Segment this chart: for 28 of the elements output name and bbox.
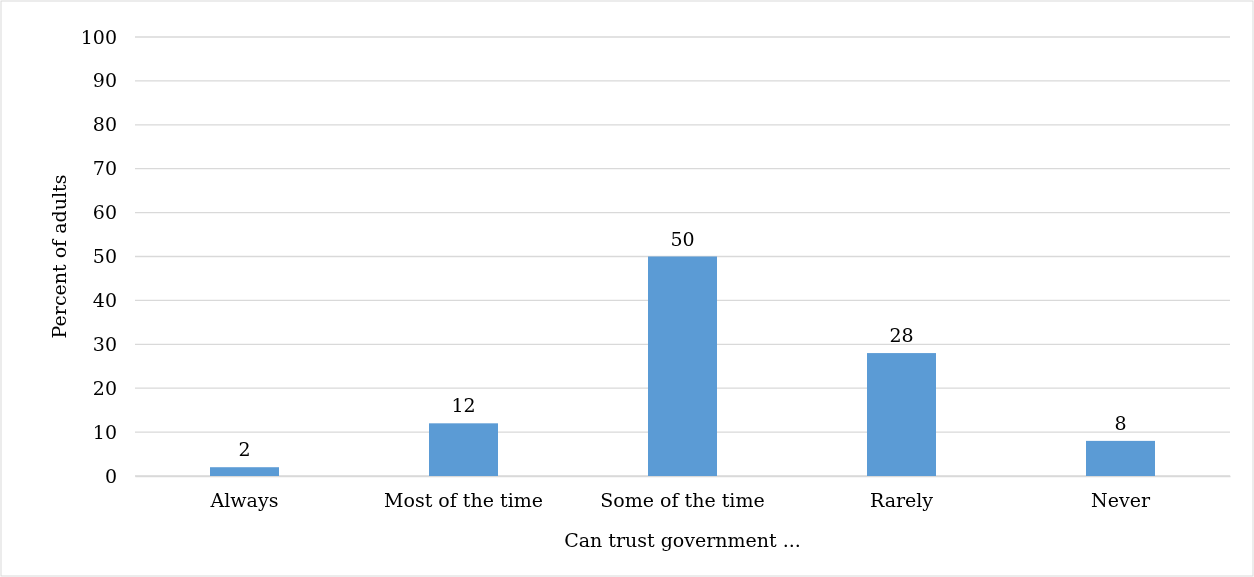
y-tick-label: 90 [92, 69, 117, 92]
bar [1086, 440, 1155, 476]
y-axis-title: Percent of adults [48, 174, 70, 339]
y-tick-label: 20 [92, 376, 117, 399]
y-tick-label: 0 [104, 464, 117, 487]
y-tick-label: 70 [92, 157, 117, 180]
data-label: 8 [1114, 411, 1127, 434]
y-tick-label: 100 [80, 25, 117, 48]
data-label: 2 [238, 438, 251, 461]
x-axis-title: Can trust government ... [564, 529, 801, 551]
data-label: 12 [451, 394, 476, 417]
bar [429, 423, 498, 476]
y-tick-label: 10 [92, 420, 117, 443]
x-tick-label: Never [1091, 489, 1151, 512]
y-tick-label: 60 [92, 201, 117, 224]
data-label: 50 [670, 227, 695, 250]
bar [867, 353, 936, 476]
data-label: 28 [889, 324, 914, 347]
y-tick-label: 50 [92, 245, 117, 268]
y-tick-label: 40 [92, 288, 117, 311]
x-tick-label: Rarely [869, 489, 934, 512]
bar [210, 467, 279, 476]
y-tick-label: 80 [92, 113, 117, 136]
x-tick-label: Some of the time [600, 489, 765, 512]
y-tick-label: 30 [92, 332, 117, 355]
bar [648, 256, 717, 476]
x-tick-label: Always [209, 489, 279, 512]
x-tick-label: Most of the time [384, 489, 543, 512]
